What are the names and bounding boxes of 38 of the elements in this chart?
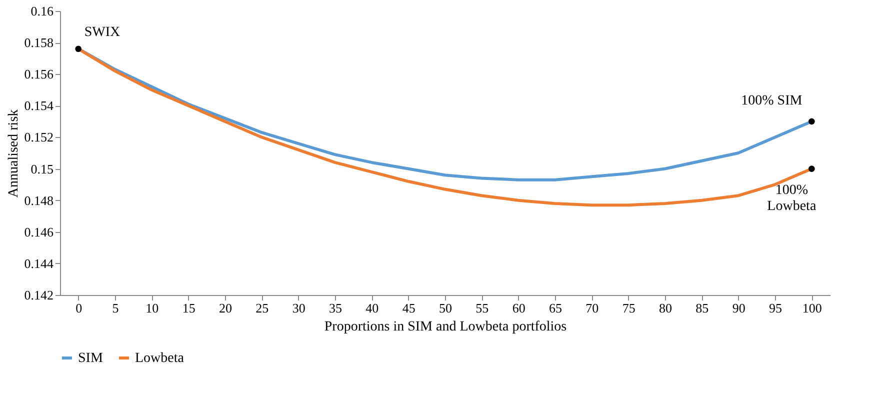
x-tick-label: 5 bbox=[112, 300, 119, 316]
x-tick-label: 70 bbox=[586, 300, 599, 316]
x-tick-label: 60 bbox=[512, 300, 526, 316]
y-tick-label: 0.16 bbox=[30, 4, 54, 18]
x-tick-label: 85 bbox=[696, 300, 709, 316]
legend-label: Lowbeta bbox=[135, 351, 185, 366]
x-tick-label: 75 bbox=[622, 300, 636, 316]
y-tick-label: 0.146 bbox=[24, 224, 54, 240]
x-tick-label: 55 bbox=[476, 300, 489, 316]
y-tick-label: 0.158 bbox=[24, 35, 54, 50]
x-axis-title: Proportions in SIM and Lowbeta portfolios bbox=[324, 320, 567, 334]
annotation: SWIX bbox=[84, 24, 120, 40]
y-tick-label: 0.15 bbox=[30, 161, 54, 176]
y-tick-label: 0.154 bbox=[24, 98, 54, 114]
x-tick-label: 30 bbox=[292, 300, 306, 316]
y-axis-title: Annualised risk bbox=[6, 109, 22, 198]
x-tick-label: 20 bbox=[219, 300, 232, 316]
legend-label: SIM bbox=[78, 351, 104, 366]
x-tick-label: 65 bbox=[549, 300, 562, 316]
y-tick-label: 0.156 bbox=[24, 66, 54, 82]
x-tick-label: 50 bbox=[439, 300, 452, 316]
x-tick-label: 90 bbox=[732, 300, 746, 316]
y-tick-label: 0.142 bbox=[24, 288, 54, 302]
x-tick-label: 25 bbox=[256, 300, 269, 316]
annotation: 100% SIM bbox=[741, 93, 803, 108]
x-tick-label: 45 bbox=[402, 300, 416, 316]
x-tick-label: 40 bbox=[366, 300, 379, 316]
x-tick-label: 100 bbox=[802, 300, 822, 316]
y-tick-label: 0.152 bbox=[24, 130, 54, 145]
x-tick-label: 80 bbox=[659, 300, 672, 316]
x-tick-label: 15 bbox=[182, 300, 196, 316]
x-tick-label: 35 bbox=[329, 300, 342, 316]
x-tick-label: 95 bbox=[769, 300, 782, 316]
x-tick-label: 10 bbox=[146, 300, 159, 316]
y-tick-label: 0.148 bbox=[24, 192, 54, 208]
y-tick-label: 0.144 bbox=[24, 256, 54, 271]
x-tick-label: 0 bbox=[76, 300, 82, 316]
annotation: 100% Lowbeta bbox=[767, 182, 817, 214]
